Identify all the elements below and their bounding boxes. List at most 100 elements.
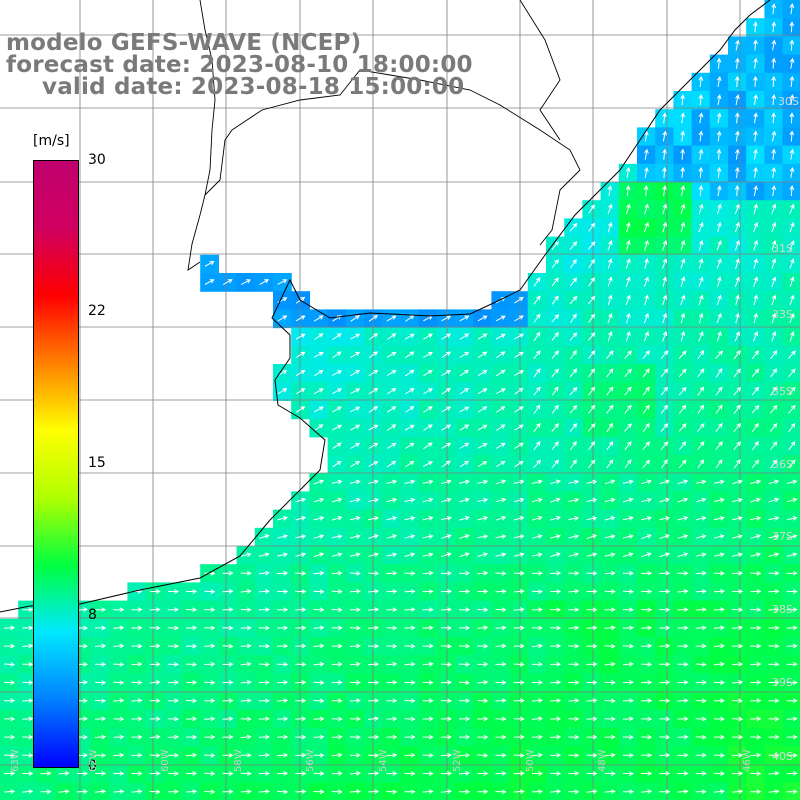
wind-arrow — [495, 716, 507, 722]
wind-arrow — [295, 351, 306, 358]
wind-arrow — [660, 441, 669, 451]
wind-arrow — [789, 39, 795, 51]
wind-arrow — [662, 203, 668, 215]
wind-arrow — [606, 459, 614, 469]
wind-arrow — [477, 589, 489, 594]
lat-label: 35S — [772, 385, 793, 398]
wind-arrow — [569, 459, 577, 469]
wind-arrow — [277, 698, 289, 703]
wind-arrow — [659, 734, 671, 740]
wind-arrow — [277, 279, 288, 285]
lat-label: 39S — [772, 676, 793, 689]
wind-arrow — [533, 386, 541, 396]
wind-arrow — [149, 589, 161, 594]
wind-arrow — [644, 239, 649, 251]
wind-arrow — [495, 571, 507, 576]
wind-arrow — [550, 589, 562, 594]
wind-arrow — [713, 552, 725, 558]
wind-arrow — [732, 479, 743, 485]
wind-arrow — [186, 607, 198, 613]
wind-arrow — [768, 625, 780, 631]
wind-arrow — [533, 368, 541, 378]
wind-arrow — [277, 771, 289, 776]
wind-arrow — [569, 440, 577, 451]
wind-arrow — [659, 589, 671, 594]
wind-arrow — [349, 734, 361, 740]
wind-arrow — [550, 625, 562, 631]
wind-arrow — [404, 625, 416, 631]
wind-arrow — [22, 789, 34, 794]
wind-arrow — [644, 258, 649, 269]
wind-arrow — [698, 112, 704, 124]
wind-arrow — [277, 516, 289, 521]
wind-arrow — [695, 516, 707, 521]
wind-arrow — [295, 734, 307, 740]
wind-arrow — [459, 716, 471, 722]
wind-arrow — [732, 516, 744, 521]
wind-arrow — [771, 221, 777, 233]
wind-arrow — [713, 516, 725, 521]
wind-arrow — [295, 698, 307, 704]
wind-arrow — [240, 698, 252, 703]
wind-arrow — [477, 661, 489, 667]
wind-arrow — [441, 424, 452, 431]
wind-arrow — [550, 789, 562, 794]
wind-arrow — [131, 661, 143, 667]
wind-arrow — [625, 276, 631, 287]
wind-arrow — [531, 716, 543, 722]
wind-arrow — [716, 294, 722, 306]
wind-arrow — [716, 331, 722, 342]
wind-arrow — [568, 552, 580, 557]
wind-arrow — [750, 497, 762, 503]
wind-arrow — [586, 734, 598, 740]
wind-arrow — [713, 752, 725, 758]
wind-arrow — [531, 552, 543, 558]
wind-arrow — [697, 404, 705, 414]
colorbar-tick-8: 8 — [88, 607, 97, 623]
wind-arrow — [622, 479, 634, 485]
wind-arrow — [331, 734, 343, 740]
wind-arrow — [332, 351, 342, 359]
wind-arrow — [753, 185, 758, 197]
wind-arrow — [659, 643, 671, 649]
wind-arrow — [750, 552, 762, 557]
wind-arrow — [386, 734, 398, 740]
wind-arrow — [22, 643, 34, 649]
wind-arrow — [750, 661, 762, 667]
wind-arrow — [95, 607, 107, 613]
wind-arrow — [734, 276, 740, 287]
wind-arrow — [662, 276, 667, 288]
wind-arrow — [386, 661, 398, 667]
wind-arrow — [588, 441, 596, 451]
wind-arrow — [588, 313, 596, 323]
wind-arrow — [22, 607, 34, 613]
wind-arrow — [240, 607, 252, 613]
wind-arrow — [713, 789, 725, 794]
wind-arrow — [277, 607, 289, 613]
wind-arrow — [258, 643, 270, 649]
wind-arrow — [586, 680, 598, 685]
wind-arrow — [695, 752, 707, 758]
wind-arrow — [531, 771, 543, 776]
wind-arrow — [698, 276, 704, 287]
wind-arrow — [404, 607, 416, 612]
wind-arrow — [240, 552, 252, 558]
wind-arrow — [716, 203, 722, 215]
wind-arrow — [386, 771, 398, 776]
wind-arrow — [495, 643, 507, 649]
wind-arrow — [715, 386, 723, 396]
wind-arrow — [604, 516, 616, 521]
wind-arrow — [588, 404, 596, 414]
wind-arrow — [113, 662, 125, 667]
wind-arrow — [551, 350, 559, 360]
wind-arrow — [95, 789, 107, 794]
wind-arrow — [131, 771, 143, 776]
wind-arrow — [750, 680, 762, 685]
wind-arrow — [368, 406, 379, 413]
wind-arrow — [131, 789, 143, 794]
wind-arrow — [750, 534, 762, 539]
wind-arrow — [368, 479, 379, 485]
wind-arrow — [533, 331, 541, 342]
